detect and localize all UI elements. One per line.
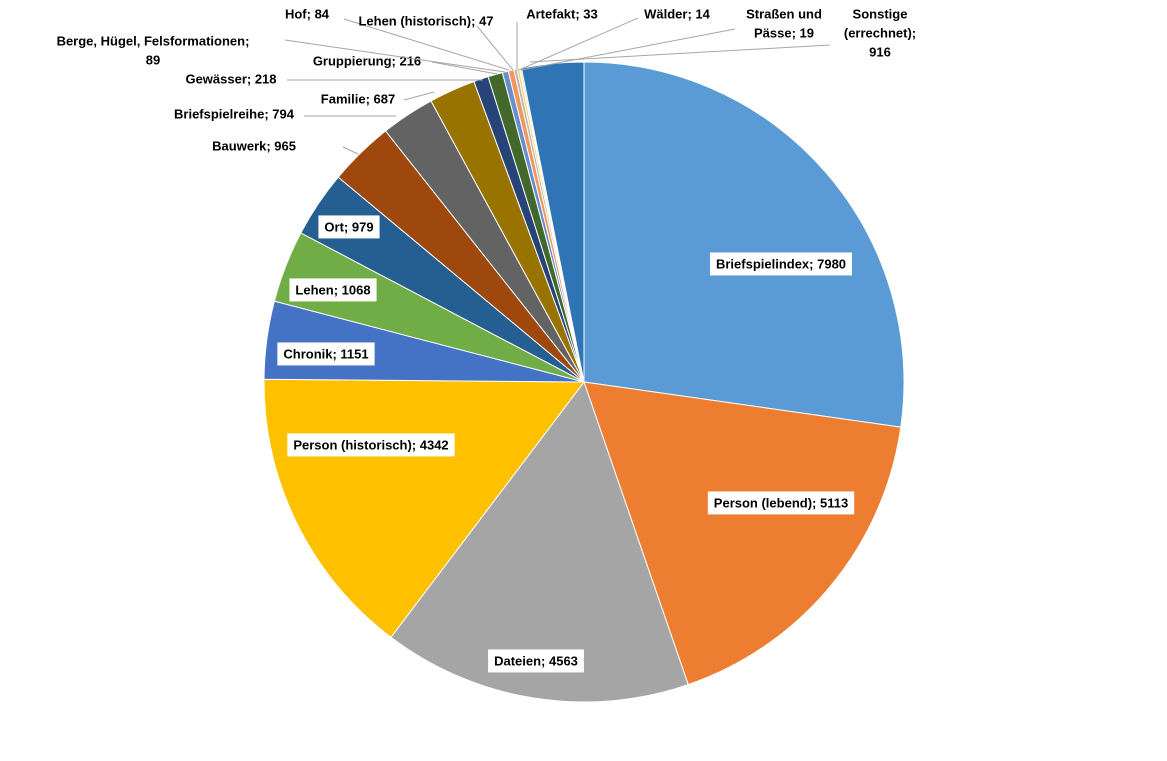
slice-label-2: Dateien; 4563 [488, 649, 584, 673]
slice-label-5: Lehen; 1068 [289, 278, 377, 302]
pie-slice-1 [583, 381, 902, 686]
slice-label-text: Briefspielreihe; 794 [174, 106, 295, 121]
slice-label-text: 89 [146, 52, 160, 67]
slice-label-text: Person (lebend); 5113 [714, 495, 848, 510]
slice-label-text: Berge, Hügel, Felsformationen; [57, 33, 250, 48]
slice-label-text: Ort; 979 [324, 219, 373, 234]
slice-label-box [289, 278, 377, 302]
leader-line [476, 25, 514, 71]
slice-label-7: Bauwerk; 965 [212, 138, 359, 155]
leader-line [284, 39, 506, 73]
slice-label-4: Chronik; 1151 [277, 342, 375, 366]
slice-label-9: Familie; 687 [321, 91, 435, 106]
slice-label-box [707, 491, 855, 515]
leader-line [431, 61, 498, 75]
slice-label-text: Wälder; 14 [644, 6, 711, 21]
slice-label-text: Chronik; 1151 [283, 346, 368, 361]
slice-label-1: Person (lebend); 5113 [707, 491, 855, 515]
slice-label-text: Briefspielindex; 7980 [716, 256, 846, 271]
slice-label-text: Lehen; 1068 [295, 282, 370, 297]
leader-line [343, 18, 510, 71]
slice-label-17: Straßen und Pässe; 19 [520, 6, 822, 71]
slice-label-11: Gruppierung; 216 [313, 53, 498, 75]
slice-label-text: Person (historisch); 4342 [293, 437, 448, 452]
slice-label-14: Lehen (historisch); 47 [358, 13, 514, 71]
slice-label-text: Familie; 687 [321, 91, 395, 106]
leader-line [520, 28, 736, 71]
pie-slice-0 [583, 61, 905, 428]
slice-label-box [277, 342, 375, 366]
slice-label-text: Artefakt; 33 [526, 6, 598, 21]
slice-label-text: Dateien; 4563 [494, 653, 578, 668]
slice-label-text: Pässe; 19 [754, 25, 814, 40]
slice-label-10: Gewässer; 218 [185, 71, 483, 86]
slice-label-text: Lehen (historisch); 47 [358, 13, 493, 28]
slice-label-6: Ort; 979 [318, 215, 380, 239]
slice-label-box [709, 252, 853, 276]
leader-line [342, 146, 359, 155]
slice-label-3: Person (historisch); 4342 [287, 433, 455, 457]
slice-label-8: Briefspielreihe; 794 [174, 106, 396, 121]
slice-label-text: 916 [869, 44, 891, 59]
slice-label-box [488, 649, 584, 673]
slice-label-text: (errechnet); [844, 25, 916, 40]
slice-label-text: Bauwerk; 965 [212, 138, 296, 153]
slice-label-12: Berge, Hügel, Felsformationen; 89 [57, 33, 506, 73]
slice-label-18: Sonstige (errechnet); 916 [529, 6, 916, 63]
slice-label-13: Hof; 84 [285, 6, 510, 71]
leader-line [403, 91, 435, 101]
leader-line [529, 44, 831, 63]
slice-label-text: Hof; 84 [285, 6, 330, 21]
slice-label-0: Briefspielindex; 7980 [709, 252, 853, 276]
slice-label-15: Artefakt; 33 [516, 6, 598, 70]
slice-label-box [318, 215, 380, 239]
slice-label-text: Gewässer; 218 [185, 71, 276, 86]
slice-label-box [287, 433, 455, 457]
slice-label-text: Straßen und [746, 6, 822, 21]
pie-slice-2 [390, 380, 689, 703]
slice-label-text: Sonstige [853, 6, 908, 21]
slice-label-text: Gruppierung; 216 [313, 53, 421, 68]
